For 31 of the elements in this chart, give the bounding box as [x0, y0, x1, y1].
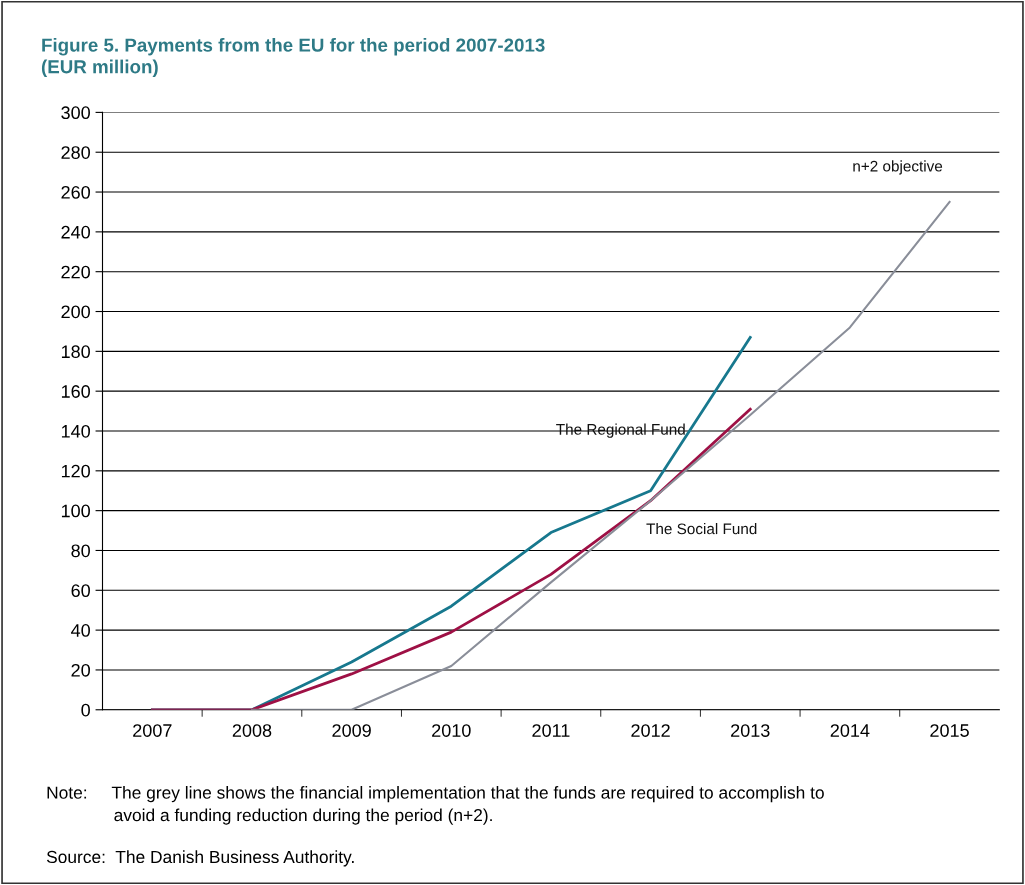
x-tick-label: 2010 [432, 724, 471, 737]
y-tick-label: 40 [71, 624, 90, 637]
y-tick-label: 160 [61, 385, 90, 398]
y-tick-label: 100 [61, 504, 90, 518]
y-tick-label: 240 [61, 225, 90, 239]
y-tick-label: 140 [61, 424, 90, 438]
y-tick-label: 0 [81, 703, 90, 717]
x-tick-label: 2015 [930, 724, 969, 737]
chart-title: Figure 5. Payments from the EU for the period 2007-2013 (EUR million) [41, 37, 545, 78]
y-tick-label: 220 [61, 265, 90, 279]
series-label: The Social Fund [646, 523, 757, 535]
y-tick-label: 180 [61, 345, 90, 359]
x-tick-label: 2007 [133, 724, 172, 737]
x-tick-label: 2008 [232, 724, 272, 737]
x-tick-label: 2009 [332, 724, 371, 737]
y-tick-label: 300 [61, 106, 90, 120]
source-note: Source: The Danish Business Authority. [46, 850, 354, 867]
text: Note: The grey line shows the financial implementation that the funds are required to accomplish to avoid a funding reduction during the period (n+2). [47, 786, 824, 825]
y-tick-label: 280 [61, 146, 90, 159]
y-tick-label: 20 [71, 663, 90, 677]
y-tick-label: 80 [71, 544, 90, 558]
x-tick-label: 2013 [731, 724, 770, 737]
y-tick-label: 260 [61, 185, 90, 199]
x-tick-label: 2014 [830, 724, 870, 737]
y-tick-label: 120 [61, 464, 90, 478]
y-tick-label: 60 [71, 584, 90, 598]
x-tick-label: 2012 [631, 724, 670, 737]
series-label: The Regional Fund [556, 423, 685, 438]
x-tick-label: 2011 [532, 724, 570, 737]
series-label: n+2 objective [853, 160, 943, 175]
y-tick-label: 200 [61, 305, 90, 319]
